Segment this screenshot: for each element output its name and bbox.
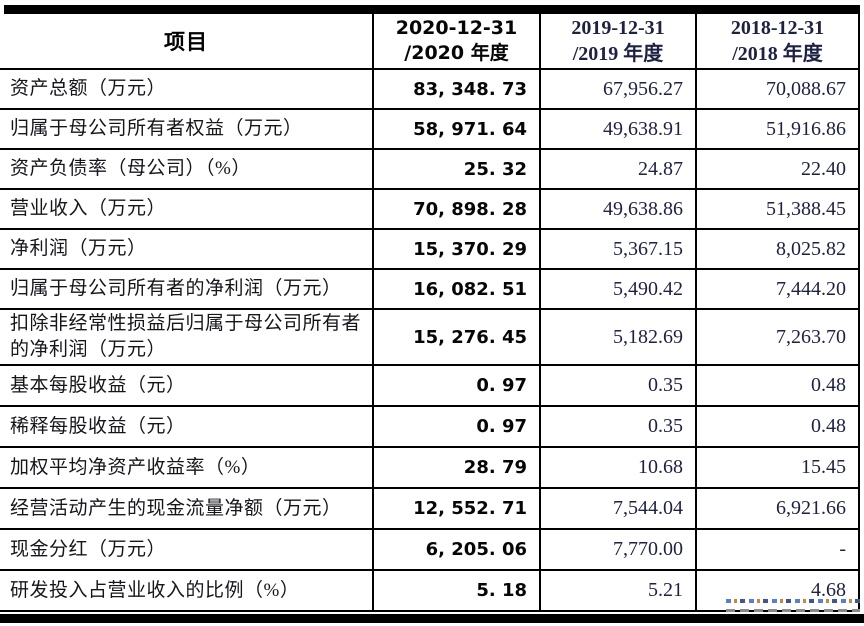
value-2018: 15.45 bbox=[695, 448, 858, 487]
row-label: 归属于母公司所有者的净利润（万元） bbox=[10, 278, 342, 300]
table-header-row: 项目 2020-12-31 /2020 年度 2019-12-31 /2019 … bbox=[0, 14, 858, 70]
header-2019-period: /2019 年度 bbox=[572, 43, 664, 65]
value-2019: 0.35 bbox=[539, 366, 695, 405]
value-2020: 5. 18 bbox=[372, 571, 539, 610]
value-2020: 16, 082. 51 bbox=[372, 270, 539, 308]
value-2019: 24.87 bbox=[539, 150, 695, 188]
value-2018: 0.48 bbox=[695, 366, 858, 405]
table-bottom-rule bbox=[0, 614, 864, 623]
value-2018: 8,025.82 bbox=[695, 230, 858, 268]
watermark bbox=[726, 599, 860, 612]
header-2018-date: 2018-12-31 bbox=[730, 17, 825, 39]
row-label: 现金分红（万元） bbox=[10, 538, 167, 560]
table-top-rule bbox=[4, 5, 860, 14]
row-label: 基本每股收益（元） bbox=[10, 374, 186, 396]
header-2020-date: 2020-12-31 bbox=[395, 17, 518, 40]
row-label: 营业收入（万元） bbox=[10, 198, 167, 220]
value-2018: 7,263.70 bbox=[695, 310, 858, 364]
header-2020-period: /2020 年度 bbox=[404, 42, 509, 64]
value-2019: 5,182.69 bbox=[539, 310, 695, 364]
header-col-2020: 2020-12-31 /2020 年度 bbox=[372, 14, 539, 68]
table-row: 营业收入（万元） 70, 898. 28 49,638.86 51,388.45 bbox=[0, 190, 858, 230]
value-2018: 6,921.66 bbox=[695, 489, 858, 528]
row-label: 扣除非经常性损益后归属于母公司所有者的净利润（万元） bbox=[10, 313, 362, 360]
table-row: 资产负债率（母公司）（%） 25. 32 24.87 22.40 bbox=[0, 150, 858, 190]
value-2018: 4.68 bbox=[695, 571, 858, 610]
value-2019: 49,638.86 bbox=[539, 190, 695, 228]
value-2020: 28. 79 bbox=[372, 448, 539, 487]
header-item: 项目 bbox=[0, 14, 372, 68]
value-2018: 70,088.67 bbox=[695, 70, 858, 108]
value-2019: 5,367.15 bbox=[539, 230, 695, 268]
value-2020: 15, 370. 29 bbox=[372, 230, 539, 268]
header-col-2019: 2019-12-31 /2019 年度 bbox=[539, 14, 695, 68]
value-2019: 7,544.04 bbox=[539, 489, 695, 528]
row-label: 归属于母公司所有者权益（万元） bbox=[10, 118, 303, 140]
table-row: 归属于母公司所有者权益（万元） 58, 971. 64 49,638.91 51… bbox=[0, 110, 858, 150]
table-row: 归属于母公司所有者的净利润（万元） 16, 082. 51 5,490.42 7… bbox=[0, 270, 858, 310]
value-2020: 15, 276. 45 bbox=[372, 310, 539, 364]
value-2019: 7,770.00 bbox=[539, 530, 695, 569]
table-row: 资产总额（万元） 83, 348. 73 67,956.27 70,088.67 bbox=[0, 70, 858, 110]
value-2019: 5,490.42 bbox=[539, 270, 695, 308]
value-2019: 67,956.27 bbox=[539, 70, 695, 108]
value-2020: 12, 552. 71 bbox=[372, 489, 539, 528]
table-row: 稀释每股收益（元） 0. 97 0.35 0.48 bbox=[0, 407, 858, 448]
row-label: 净利润（万元） bbox=[10, 238, 147, 260]
header-item-label: 项目 bbox=[164, 30, 208, 54]
value-2018: - bbox=[695, 530, 858, 569]
value-2019: 5.21 bbox=[539, 571, 695, 610]
value-2018: 7,444.20 bbox=[695, 270, 858, 308]
table-row: 扣除非经常性损益后归属于母公司所有者的净利润（万元） 15, 276. 45 5… bbox=[0, 310, 858, 366]
table-row: 基本每股收益（元） 0. 97 0.35 0.48 bbox=[0, 366, 858, 407]
table-row: 经营活动产生的现金流量净额（万元） 12, 552. 71 7,544.04 6… bbox=[0, 489, 858, 530]
row-label: 资产负债率（母公司）（%） bbox=[10, 158, 251, 180]
header-2019-date: 2019-12-31 bbox=[571, 17, 665, 39]
value-2018: 51,916.86 bbox=[695, 110, 858, 148]
value-2019: 0.35 bbox=[539, 407, 695, 446]
value-2020: 58, 971. 64 bbox=[372, 110, 539, 148]
value-2018: 51,388.45 bbox=[695, 190, 858, 228]
table-row: 研发投入占营业收入的比例（%） 5. 18 5.21 4.68 bbox=[0, 571, 858, 612]
table-row: 净利润（万元） 15, 370. 29 5,367.15 8,025.82 bbox=[0, 230, 858, 270]
row-label: 研发投入占营业收入的比例（%） bbox=[10, 579, 300, 601]
row-label: 资产总额（万元） bbox=[10, 78, 167, 100]
watermark-gray-fragment bbox=[726, 609, 860, 612]
row-label: 稀释每股收益（元） bbox=[10, 415, 186, 437]
watermark-colored-fragment bbox=[726, 599, 860, 603]
row-label: 加权平均净资产收益率（%） bbox=[10, 456, 261, 478]
value-2019: 10.68 bbox=[539, 448, 695, 487]
value-2020: 25. 32 bbox=[372, 150, 539, 188]
row-label: 经营活动产生的现金流量净额（万元） bbox=[10, 497, 342, 519]
header-2018-period: /2018 年度 bbox=[732, 43, 823, 65]
value-2020: 83, 348. 73 bbox=[372, 70, 539, 108]
value-2020: 6, 205. 06 bbox=[372, 530, 539, 569]
header-col-2018: 2018-12-31 /2018 年度 bbox=[695, 14, 858, 68]
value-2020: 70, 898. 28 bbox=[372, 190, 539, 228]
financial-summary-table: 项目 2020-12-31 /2020 年度 2019-12-31 /2019 … bbox=[0, 14, 860, 612]
value-2020: 0. 97 bbox=[372, 407, 539, 446]
value-2018: 0.48 bbox=[695, 407, 858, 446]
value-2018: 22.40 bbox=[695, 150, 858, 188]
value-2019: 49,638.91 bbox=[539, 110, 695, 148]
table-row: 加权平均净资产收益率（%） 28. 79 10.68 15.45 bbox=[0, 448, 858, 489]
value-2020: 0. 97 bbox=[372, 366, 539, 405]
table-row: 现金分红（万元） 6, 205. 06 7,770.00 - bbox=[0, 530, 858, 571]
